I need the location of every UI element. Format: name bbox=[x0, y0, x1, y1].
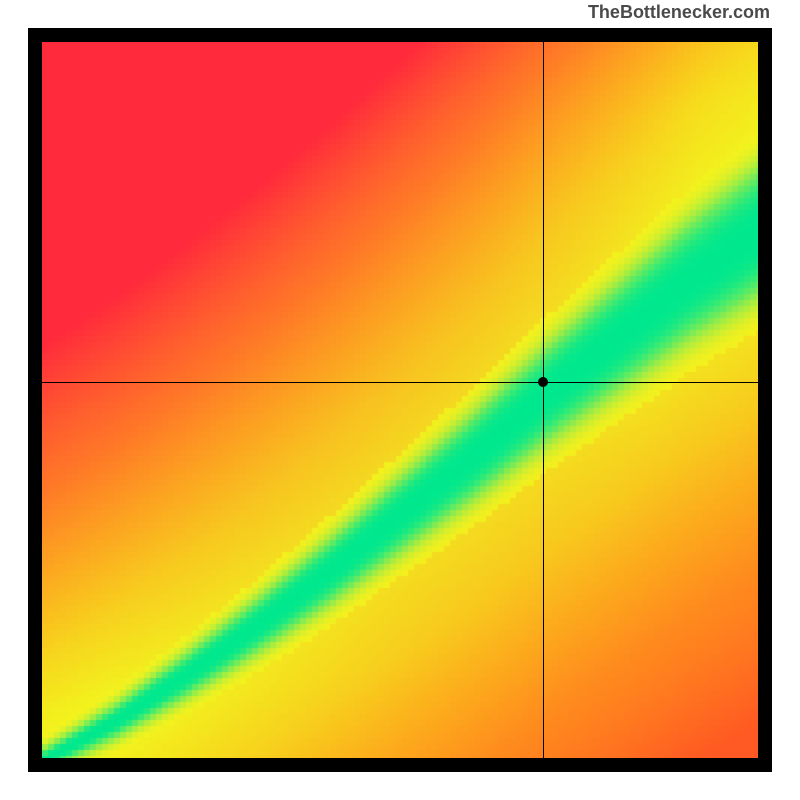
chart-container: TheBottlenecker.com bbox=[0, 0, 800, 800]
crosshair-vertical bbox=[543, 42, 544, 758]
chart-frame bbox=[28, 28, 772, 772]
watermark-text: TheBottlenecker.com bbox=[588, 2, 770, 23]
heatmap-canvas bbox=[42, 42, 758, 758]
plot-area bbox=[42, 42, 758, 758]
marker-dot bbox=[538, 377, 548, 387]
crosshair-horizontal bbox=[42, 382, 758, 383]
